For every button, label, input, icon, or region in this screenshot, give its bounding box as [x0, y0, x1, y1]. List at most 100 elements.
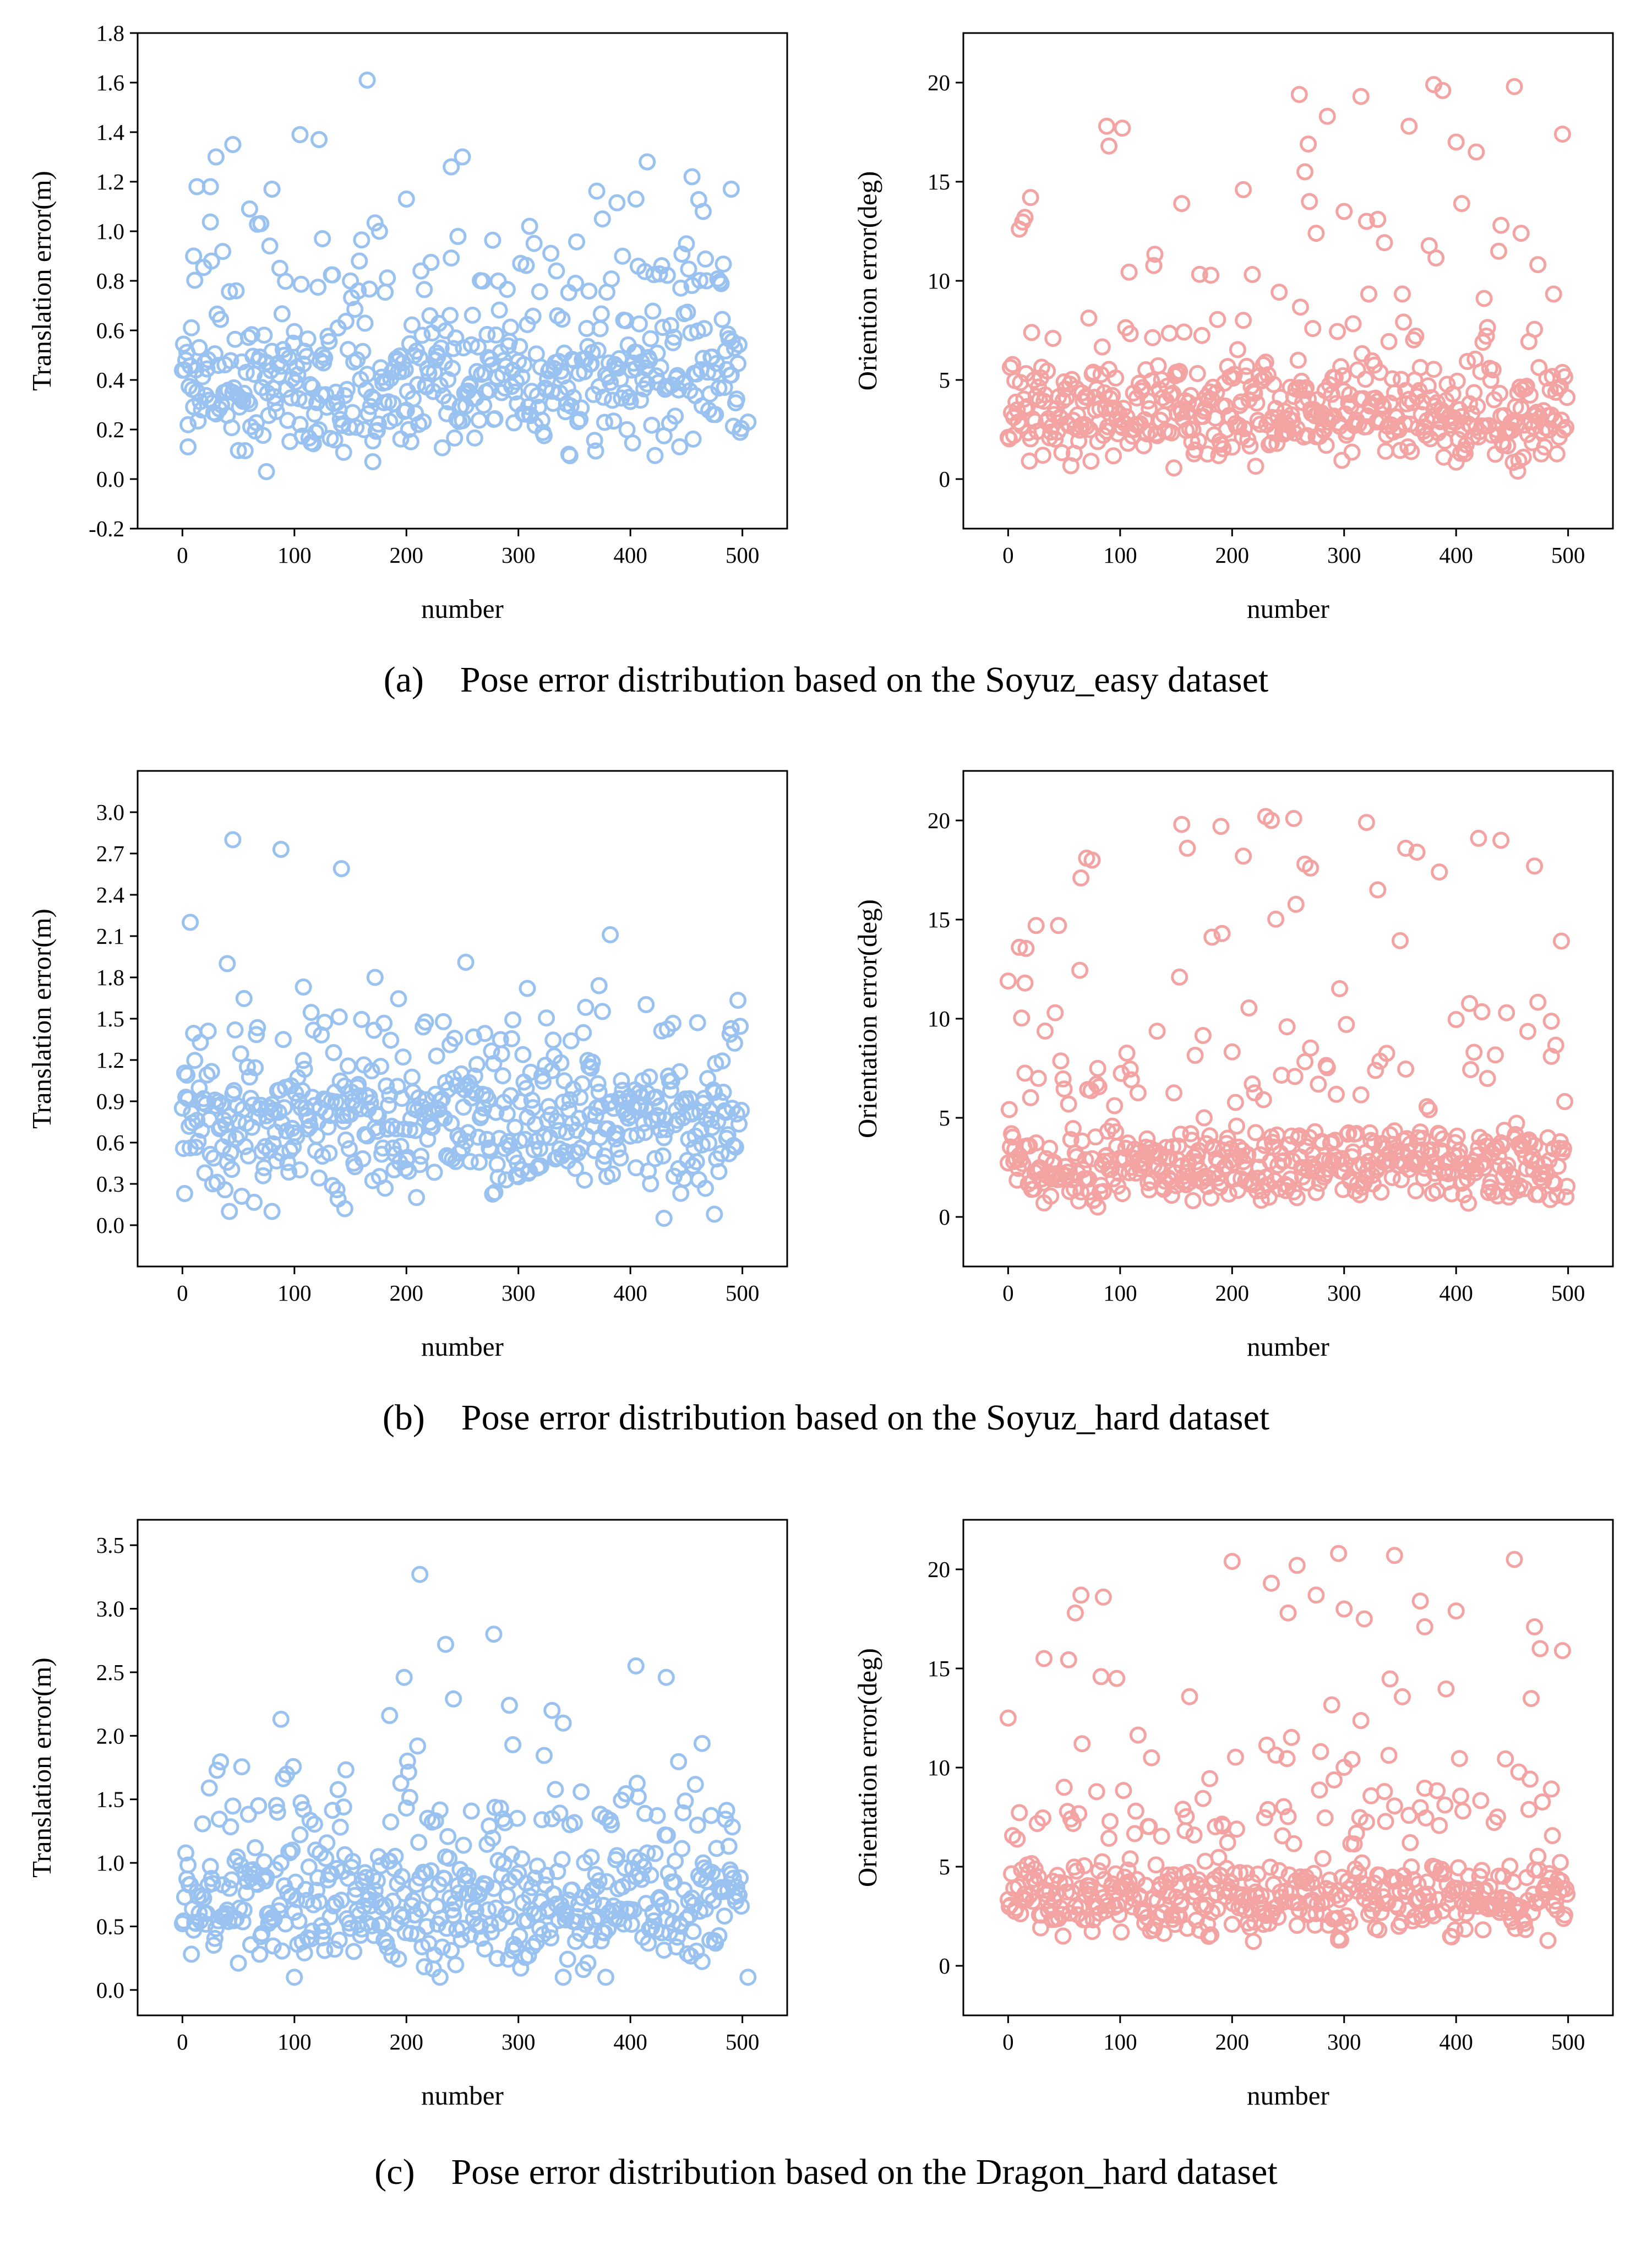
data-point: [1451, 1750, 1468, 1768]
data-point: [454, 148, 471, 166]
x-tick-label: 300: [501, 1280, 536, 1306]
data-point: [446, 1894, 464, 1912]
data-point: [592, 305, 610, 323]
y-tick-label: 0.6: [96, 318, 124, 343]
data-point: [1248, 394, 1266, 412]
data-point: [1397, 1061, 1415, 1078]
data-point: [1274, 1827, 1291, 1845]
data-point: [1455, 1186, 1473, 1204]
data-point: [241, 395, 258, 412]
y-axis-title: Translation error(m): [26, 909, 57, 1129]
data-point: [1288, 1557, 1306, 1574]
data-point: [651, 1097, 668, 1115]
data-point: [377, 284, 394, 301]
data-point: [511, 338, 528, 355]
data-point: [1247, 1124, 1264, 1141]
data-point: [1551, 1853, 1569, 1871]
data-point: [492, 1800, 509, 1817]
data-point: [318, 1834, 336, 1852]
data-point: [1236, 420, 1253, 437]
data-point: [1089, 1198, 1106, 1216]
x-tick-label: 0: [1002, 1280, 1014, 1306]
data-point: [1530, 359, 1548, 376]
data-point: [337, 313, 355, 330]
y-tick-label: 1.2: [96, 169, 124, 194]
data-point: [208, 1762, 226, 1779]
data-point: [730, 336, 748, 354]
data-point: [221, 283, 238, 301]
data-point: [353, 1010, 370, 1028]
data-point: [647, 1089, 665, 1106]
data-point: [1558, 389, 1576, 406]
data-point: [1246, 384, 1263, 402]
data-point: [1223, 438, 1241, 456]
x-axis-title: number: [421, 1331, 504, 1362]
data-point: [1290, 86, 1308, 104]
data-point: [683, 1105, 701, 1123]
data-point: [1247, 458, 1264, 475]
data-point: [1090, 1078, 1108, 1096]
data-point: [1330, 1545, 1348, 1562]
data-point: [715, 1084, 732, 1101]
data-point: [588, 182, 606, 200]
data-point: [1302, 1039, 1320, 1057]
data-point: [616, 1860, 634, 1877]
data-point: [1241, 437, 1259, 455]
data-point: [283, 1841, 301, 1859]
data-point: [1177, 1176, 1195, 1193]
data-point: [297, 1880, 314, 1898]
data-point: [1379, 1894, 1397, 1911]
y-tick-label: 1.6: [96, 70, 124, 95]
data-point: [476, 1025, 494, 1042]
data-point: [637, 996, 655, 1013]
data-point: [216, 1181, 234, 1199]
x-tick-label: 500: [1551, 542, 1585, 568]
data-point: [1105, 447, 1122, 465]
data-point: [586, 432, 603, 449]
data-point: [1381, 1670, 1399, 1688]
data-point: [533, 411, 550, 429]
data-point: [403, 1068, 421, 1086]
data-point: [301, 1812, 319, 1829]
data-point: [223, 1161, 241, 1178]
data-point: [1473, 1862, 1491, 1879]
data-point: [487, 326, 505, 344]
data-point: [1479, 1070, 1496, 1087]
data-point: [666, 329, 683, 346]
data-point: [336, 1200, 353, 1217]
data-point: [176, 1064, 193, 1082]
data-point: [408, 1189, 426, 1206]
data-point: [236, 442, 254, 459]
data-point: [730, 1115, 748, 1133]
data-point: [1446, 1921, 1464, 1939]
data-point: [1013, 1009, 1031, 1027]
data-point: [212, 311, 230, 328]
data-point: [1255, 1091, 1272, 1108]
data-point: [175, 1912, 192, 1930]
data-point: [536, 427, 553, 444]
data-point: [1279, 1604, 1297, 1622]
data-point: [455, 1099, 472, 1116]
data-point: [188, 1112, 206, 1129]
data-point: [1548, 445, 1566, 463]
data-point: [674, 1804, 692, 1822]
data-point: [1106, 1097, 1124, 1115]
data-point: [1556, 1906, 1573, 1924]
data-point: [1460, 1194, 1477, 1212]
data-point: [1456, 445, 1474, 463]
data-point: [400, 1763, 417, 1781]
data-point: [1077, 1151, 1094, 1168]
y-tick-label: 1.0: [96, 219, 124, 244]
data-point: [1060, 1651, 1077, 1668]
x-tick-label: 200: [1215, 1280, 1250, 1306]
data-point: [1328, 1085, 1345, 1103]
data-point: [1434, 81, 1452, 99]
data-point: [1443, 1185, 1460, 1203]
data-point: [503, 1845, 520, 1863]
data-point: [194, 1815, 211, 1833]
data-point: [1004, 356, 1021, 373]
data-point: [695, 320, 713, 338]
data-point: [1370, 1921, 1388, 1939]
data-point: [510, 1864, 527, 1882]
data-point: [228, 1848, 246, 1866]
